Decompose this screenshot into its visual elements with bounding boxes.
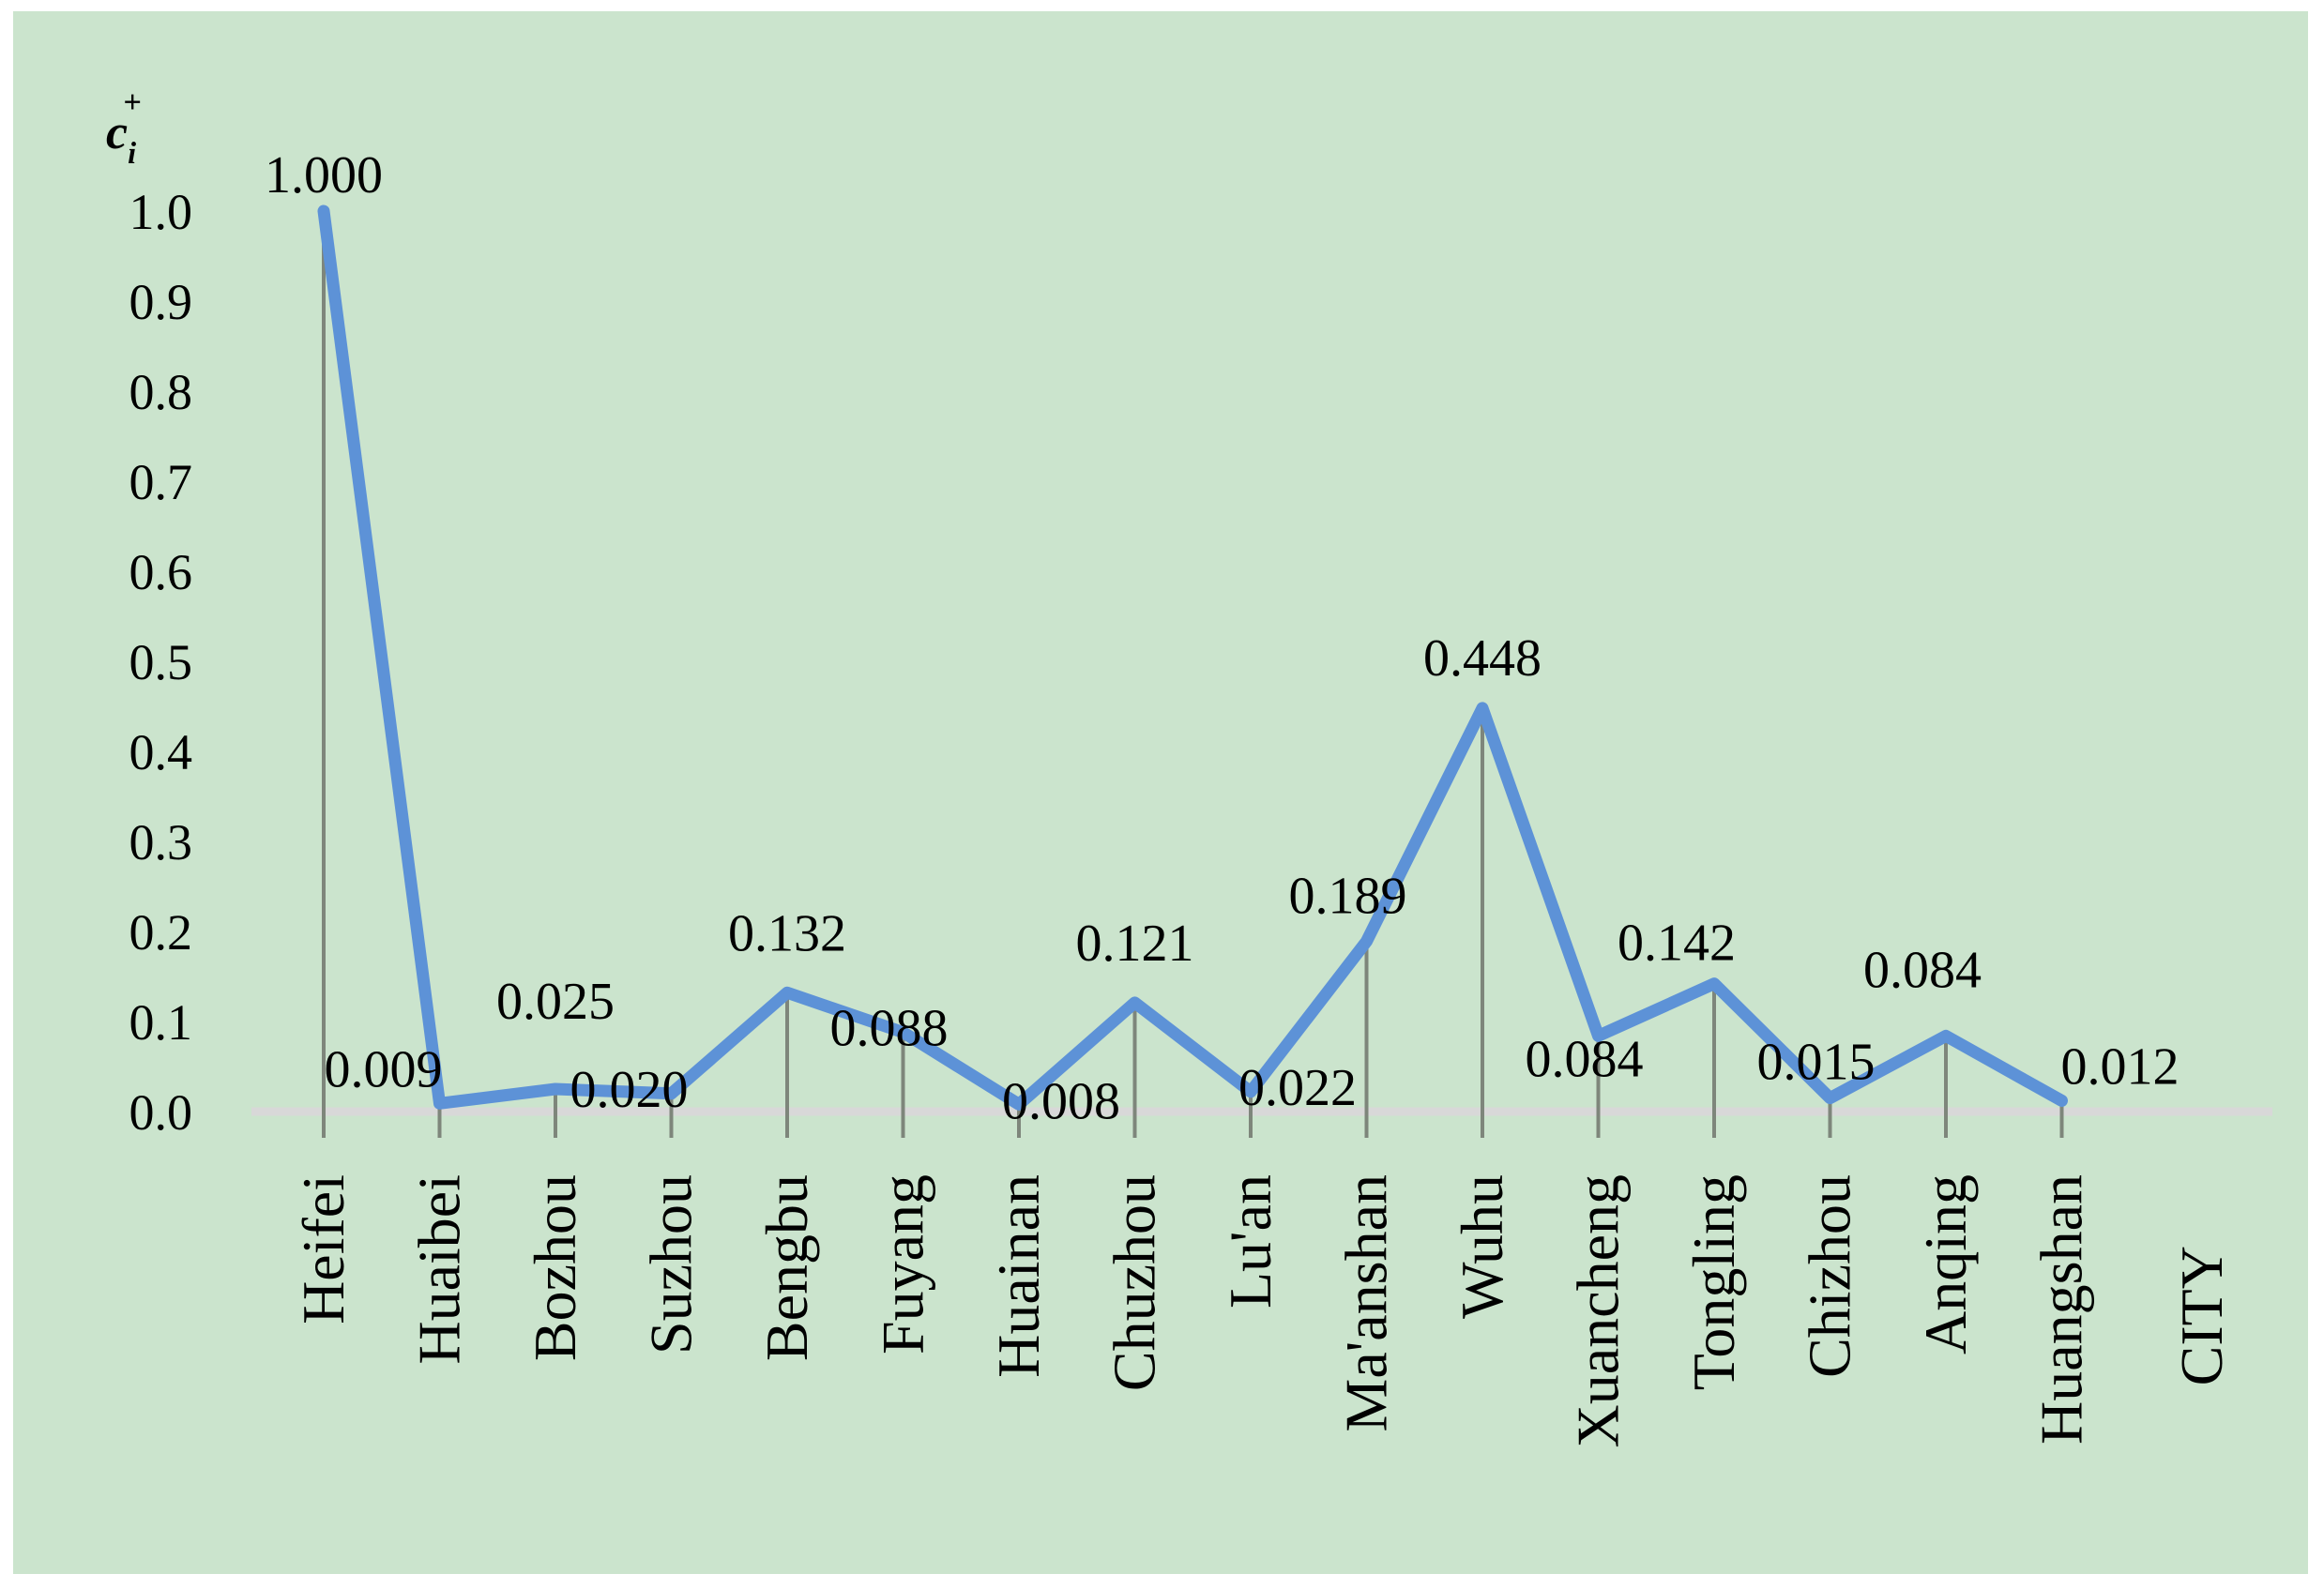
x-axis-title: CITY (2168, 1246, 2235, 1385)
point-label: 0.015 (1757, 1034, 1876, 1092)
city-label: Huaibei (406, 1174, 473, 1365)
point-label: 0.025 (496, 973, 615, 1031)
point-label: 0.008 (1002, 1072, 1120, 1130)
y-tick-label: 0.1 (129, 994, 193, 1051)
point-label: 0.448 (1423, 629, 1542, 688)
city-label: Fuyang (870, 1174, 936, 1354)
point-label: 0.121 (1076, 915, 1194, 973)
city-label: Wuhu (1449, 1174, 1515, 1319)
y-tick-label: 0.6 (129, 544, 193, 600)
point-label: 0.084 (1863, 941, 1982, 999)
city-label: Heifei (290, 1174, 357, 1324)
point-label: 1.000 (265, 146, 383, 204)
y-tick-label: 0.5 (129, 634, 193, 690)
y-tick-label: 0.9 (129, 274, 193, 330)
y-tick-label: 0.0 (129, 1084, 193, 1141)
city-label: Anqing (1912, 1174, 1979, 1354)
point-label: 0.189 (1289, 868, 1407, 926)
city-label: Huangshan (2028, 1174, 2095, 1445)
point-label: 0.084 (1526, 1030, 1644, 1088)
data-line (317, 204, 2068, 1111)
y-tick-label: 0.2 (129, 904, 193, 961)
point-label: 0.022 (1238, 1059, 1357, 1117)
point-label: 0.012 (2061, 1037, 2180, 1096)
city-label: Bengbu (753, 1174, 820, 1361)
y-tick-label: 0.4 (129, 724, 193, 780)
y-tick-label: 0.8 (129, 364, 193, 420)
point-label: 0.132 (728, 904, 846, 962)
point-label: 0.088 (830, 1000, 949, 1058)
city-label: Chizhou (1797, 1174, 1863, 1378)
city-label: Tongling (1680, 1174, 1747, 1390)
y-axis-title: ci+ (106, 84, 142, 170)
city-label: Xuancheng (1565, 1174, 1632, 1447)
y-tick-label: 0.3 (129, 814, 193, 870)
city-label: Ma'anshan (1333, 1174, 1400, 1432)
city-label: Huainan (985, 1174, 1052, 1378)
city-label: Suzhou (638, 1174, 705, 1354)
city-label: Bozhou (522, 1174, 588, 1361)
city-label: Chuzhou (1101, 1174, 1168, 1391)
y-tick-label: 0.7 (129, 454, 193, 510)
point-label: 0.020 (570, 1061, 689, 1119)
point-label: 0.142 (1618, 915, 1736, 973)
point-label: 0.009 (325, 1040, 443, 1098)
city-label: Lu'an (1217, 1174, 1284, 1309)
y-tick-label: 1.0 (129, 184, 193, 240)
